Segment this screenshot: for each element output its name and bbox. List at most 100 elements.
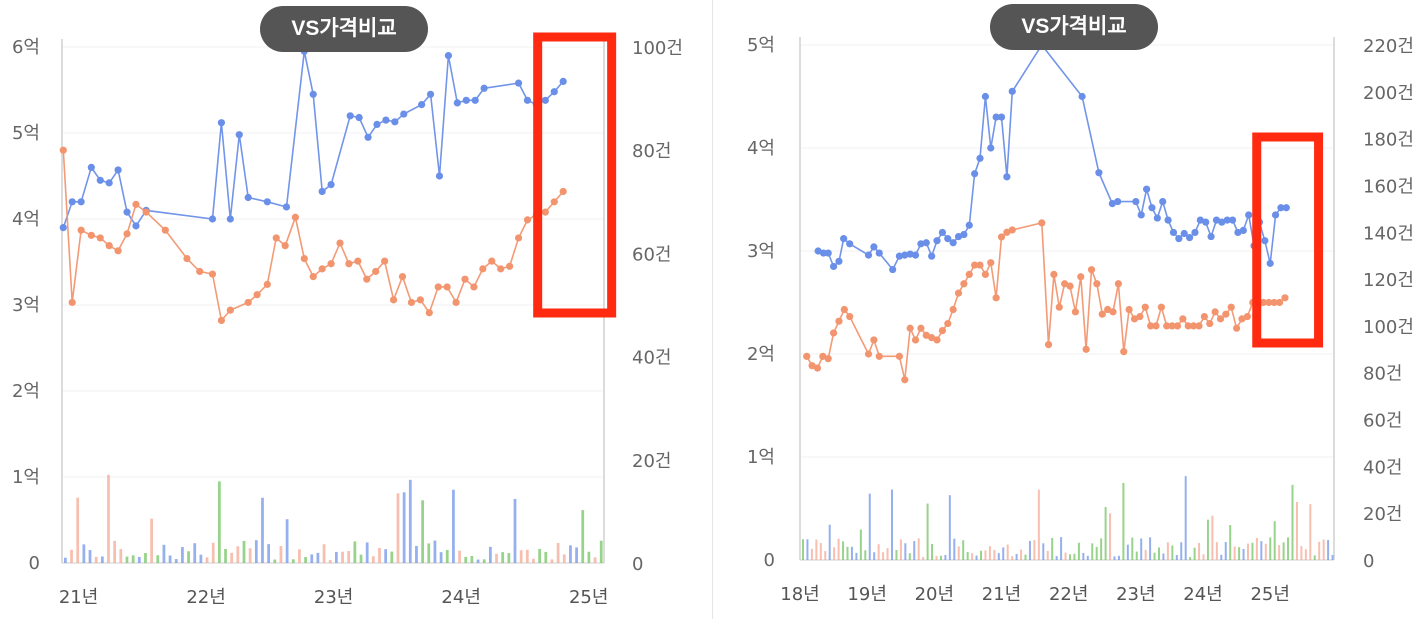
volume-bar <box>895 550 898 560</box>
volume-bar <box>236 546 240 563</box>
volume-bar <box>242 540 246 563</box>
price-point <box>829 262 838 271</box>
volume-bar <box>507 553 511 563</box>
price-point <box>870 243 878 251</box>
price-point <box>1137 211 1145 219</box>
volume-bar <box>119 548 123 563</box>
volume-bar <box>359 554 363 563</box>
vs-price-compare-badge-left[interactable]: VS가격비교 <box>260 6 428 52</box>
volume-bar <box>1153 552 1156 560</box>
volume-bar <box>285 519 289 563</box>
volume-bar <box>495 553 498 563</box>
price-point <box>77 198 85 206</box>
volume-bar <box>569 545 572 563</box>
price-point <box>875 249 883 257</box>
vs-price-compare-badge-right[interactable]: VS가격비교 <box>990 4 1158 50</box>
volume-point <box>1066 282 1074 290</box>
volume-bar <box>1082 552 1085 560</box>
volume-point <box>1114 280 1122 288</box>
volume-bar <box>1055 556 1058 560</box>
volume-point <box>1200 312 1208 321</box>
volume-bar <box>1322 539 1325 560</box>
volume-bar <box>935 555 938 560</box>
volume-point <box>381 257 389 265</box>
panel-divider <box>712 0 713 619</box>
volume-bar <box>464 556 468 563</box>
volume-bar <box>107 474 110 563</box>
volume-bar <box>470 555 474 563</box>
price-point <box>550 88 558 96</box>
volume-bar <box>1242 548 1245 560</box>
volume-bar <box>1193 547 1196 560</box>
volume-point <box>1044 341 1053 349</box>
price-line <box>817 43 1287 271</box>
price-point <box>1185 234 1194 242</box>
volume-bar <box>1166 542 1169 560</box>
volume-point <box>1233 324 1241 332</box>
volume-bar <box>1149 537 1152 560</box>
volume-bar <box>137 556 141 563</box>
volume-point <box>416 296 424 304</box>
volume-bar <box>273 559 277 563</box>
volume-point <box>1243 312 1251 321</box>
volume-point <box>300 254 308 263</box>
volume-bar <box>1238 547 1241 560</box>
price-point <box>1114 197 1122 206</box>
volume-point <box>1211 308 1219 316</box>
volume-bar <box>1282 542 1285 560</box>
volume-point <box>281 242 289 250</box>
volume-bar <box>1264 543 1267 560</box>
price-point <box>226 215 234 223</box>
volume-bar <box>304 557 307 563</box>
volume-point <box>1275 298 1284 307</box>
volume-point <box>1259 298 1268 307</box>
volume-bar <box>802 539 805 560</box>
volume-point <box>1055 303 1063 311</box>
volume-bar <box>100 556 104 563</box>
price-point <box>382 116 390 124</box>
volume-bar <box>1060 537 1063 560</box>
y-right-tick-label: 80건 <box>632 141 671 162</box>
volume-point <box>183 254 191 263</box>
y-left-tick-label: 2억 <box>12 381 40 402</box>
volume-bar <box>187 551 190 563</box>
price-point <box>1223 216 1231 224</box>
volume-point <box>944 319 952 328</box>
volume-point <box>1050 270 1058 279</box>
volume-bar <box>421 500 424 563</box>
volume-point <box>1157 303 1165 311</box>
y-right-tick-label: 0 <box>632 554 643 575</box>
volume-bar <box>267 544 271 563</box>
price-point <box>1245 211 1253 219</box>
volume-point <box>1227 303 1235 311</box>
volume-point <box>443 283 451 291</box>
volume-bar <box>1229 525 1232 560</box>
price-point <box>1277 204 1285 212</box>
price-point <box>901 251 909 259</box>
volume-point <box>1109 308 1117 316</box>
volume-point <box>965 270 973 279</box>
y-left-tick-label: 6억 <box>12 37 40 58</box>
x-tick-label: 25년 <box>1250 584 1289 605</box>
volume-bar <box>1037 489 1040 560</box>
volume-bar <box>1309 504 1312 560</box>
volume-bar <box>452 489 455 563</box>
volume-bar <box>156 555 160 563</box>
volume-point <box>895 352 904 360</box>
y-right-tick-label: 120건 <box>1363 270 1414 291</box>
volume-point <box>829 329 838 337</box>
volume-point <box>479 265 487 273</box>
volume-point <box>1238 315 1246 323</box>
volume-point <box>434 283 442 291</box>
volume-bar <box>162 544 166 563</box>
price-point <box>559 77 567 85</box>
volume-bar <box>1077 542 1080 560</box>
volume-point <box>1130 315 1139 323</box>
volume-bar <box>371 556 375 563</box>
volume-bar <box>538 548 542 563</box>
volume-bar <box>70 549 73 563</box>
volume-bar <box>828 524 831 560</box>
price-point <box>976 154 984 162</box>
volume-point <box>263 280 271 288</box>
